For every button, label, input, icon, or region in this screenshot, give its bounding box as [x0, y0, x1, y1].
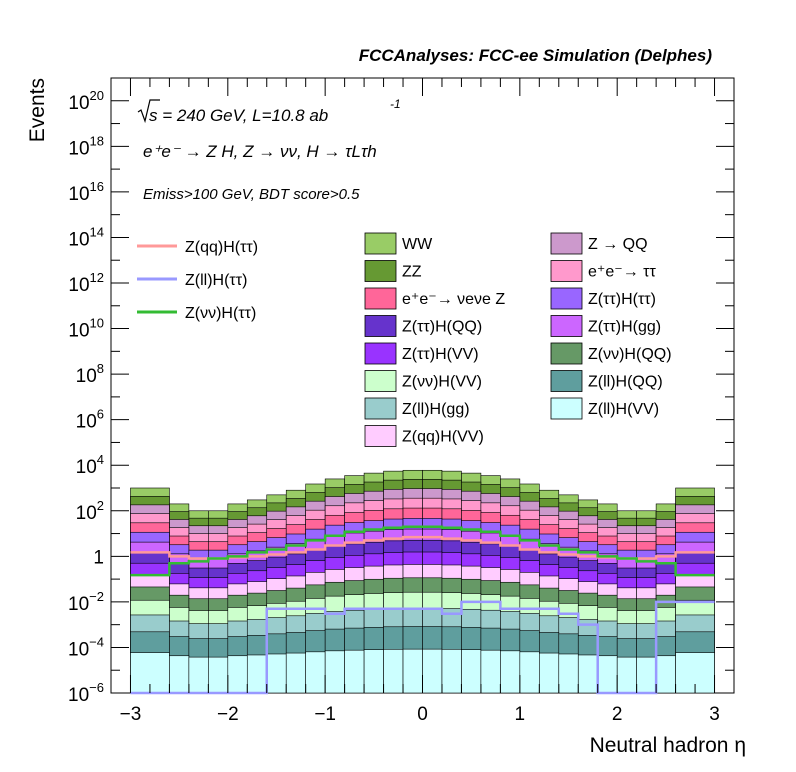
legend: Z(qq)H(ττ) Z(ll)H(ττ) Z(νν)H(ττ) WW ZZ e⁺e⁻→ … [137, 232, 672, 447]
bar-z-ll-h-vv--bin-8 [305, 651, 326, 694]
bar-z-ll-h-vv--bin-1 [169, 655, 190, 694]
bar-z-ll-h-vv--bin-2 [188, 656, 209, 694]
x-tick-label: −2 [217, 704, 239, 725]
legend-swatch [364, 287, 397, 310]
lumi-exponent: -1 [390, 97, 401, 111]
legend-swatch [364, 425, 397, 447]
bar-z-ll-h-vv--bin-22 [577, 654, 599, 694]
legend-label: Z(ττ)H(gg) [588, 319, 661, 336]
line-z-ll-h- [130, 600, 715, 695]
x-tick-label: 3 [709, 704, 720, 725]
legend-label: Z(ll)H(gg) [402, 401, 470, 418]
legend-label: Z(ττ)H(VV) [402, 346, 479, 363]
y-tick-label: 1012 [68, 270, 104, 296]
bar-z-ll-h-vv--bin-16 [461, 649, 482, 694]
legend-swatch [364, 232, 397, 255]
stacked-histogram [130, 469, 715, 694]
x-tick-label: −3 [120, 704, 142, 725]
legend-label: Z(qq)H(VV) [402, 429, 484, 446]
y-tick-label: 102 [76, 498, 104, 524]
bar-z-ll-h-vv--bin-7 [285, 652, 306, 694]
chart-title: FCCAnalyses: FCC-ee Simulation (Delphes) [359, 46, 713, 65]
bar-z-ll-h-vv--bin-17 [480, 649, 501, 694]
axis-ticks [110, 77, 735, 694]
legend-label: WW [402, 236, 433, 253]
legend-label: e⁺e⁻→ νeνe Z [402, 291, 505, 308]
selection-text: Emiss>100 GeV, BDT score>0.5 [143, 186, 360, 203]
bar-z-ll-h-vv--bin-23 [597, 655, 618, 694]
process-text: e⁺e⁻ → Z H, Z → νν, H → τLτh [143, 142, 377, 161]
legend-label: e⁺e⁻→ ττ [588, 264, 656, 281]
legend-line-label: Z(νν)H(ττ) [185, 305, 256, 322]
y-tick-labels: 10−6 10−4 10−2 1 102 104 106 108 1010 1012 1014 101… [68, 88, 104, 706]
x-tick-labels: −3 −2 −1 0 1 2 3 [120, 704, 720, 725]
bar-z-ll-h-vv--bin-20 [539, 652, 560, 694]
y-tick-label: 1018 [68, 133, 104, 159]
bar-z-ll-h-vv--bin-25 [636, 656, 657, 694]
line-z-h- [130, 525, 715, 577]
bar-z-ll-h-vv--bin-11 [363, 649, 384, 694]
bar-z-ll-h-vv--bin-24 [616, 656, 637, 694]
legend-line-label: Z(qq)H(ττ) [185, 239, 258, 256]
y-tick-label: 1016 [68, 179, 104, 205]
bar-z-ll-h-vv--bin-15 [441, 649, 462, 694]
bar-z-ll-h-vv--bin-10 [344, 649, 365, 694]
bar-z-ll-h-vv--bin-3 [208, 656, 229, 694]
signal-lines [130, 525, 715, 695]
legend-swatch [550, 397, 583, 420]
sqrt-s-annotation: s = 240 GeV, L=10.8 ab -1 [137, 97, 401, 125]
x-tick-label: 2 [612, 704, 623, 725]
legend-swatch [364, 370, 397, 392]
bar-z-ll-h-vv--bin-18 [500, 650, 521, 694]
bar-z-ll-h-vv--bin-26 [655, 655, 676, 694]
bar-z-ll-h-vv--bin-5 [246, 654, 268, 694]
bar-z-ll-h-vv--bin-14 [422, 648, 443, 694]
legend-swatch [550, 232, 583, 255]
legend-label: Z(ττ)H(QQ) [402, 319, 482, 336]
legend-label: Z(ll)H(VV) [588, 401, 659, 418]
legend-line-label: Z(ll)H(ττ) [185, 272, 247, 289]
y-tick-label: 10−2 [68, 589, 104, 615]
y-tick-label: 104 [76, 452, 104, 478]
y-tick-label: 108 [76, 361, 104, 387]
legend-label: Z → QQ [588, 236, 648, 253]
bar-z-ll-h-vv--bin-13 [402, 648, 423, 694]
bar-z-ll-h-vv--bin-4 [227, 655, 248, 694]
legend-label: Z(νν)H(VV) [402, 374, 482, 391]
legend-label: Z(νν)H(QQ) [588, 346, 672, 363]
y-tick-label: 10−6 [68, 680, 104, 706]
x-tick-label: −1 [314, 704, 336, 725]
y-axis-label: Events [26, 78, 49, 142]
y-tick-label: 106 [76, 407, 104, 433]
energy-lumi-text: s = 240 GeV, L=10.8 ab [149, 106, 328, 125]
legend-label: Z(ll)H(QQ) [588, 374, 663, 391]
legend-swatch [364, 260, 397, 282]
bar-z-ll-h-vv--bin-19 [519, 651, 540, 694]
y-tick-label: 1010 [68, 316, 104, 342]
y-tick-label: 1014 [68, 224, 104, 250]
bar-z-ll-h-vv--bin-12 [383, 649, 404, 694]
legend-swatch [550, 315, 583, 337]
legend-label: ZZ [402, 264, 422, 281]
x-tick-label: 1 [515, 704, 526, 725]
legend-swatch [550, 342, 583, 365]
legend-swatch [364, 397, 397, 420]
legend-swatch [364, 342, 397, 365]
bar-z-ll-h-vv--bin-21 [558, 653, 579, 694]
x-axis-label: Neutral hadron η [590, 734, 746, 757]
y-tick-label: 1 [93, 547, 104, 568]
legend-swatch [364, 315, 397, 337]
legend-swatch [550, 287, 583, 310]
x-tick-label: 0 [417, 704, 428, 725]
legend-swatch [550, 260, 583, 282]
y-tick-label: 1020 [68, 88, 104, 114]
legend-label: Z(ττ)H(ττ) [588, 291, 656, 308]
legend-swatch [550, 370, 583, 392]
bar-z-ll-h-vv--bin-6 [266, 653, 287, 694]
bar-z-ll-h-vv--bin-9 [324, 650, 345, 694]
y-tick-label: 10−4 [68, 634, 104, 660]
